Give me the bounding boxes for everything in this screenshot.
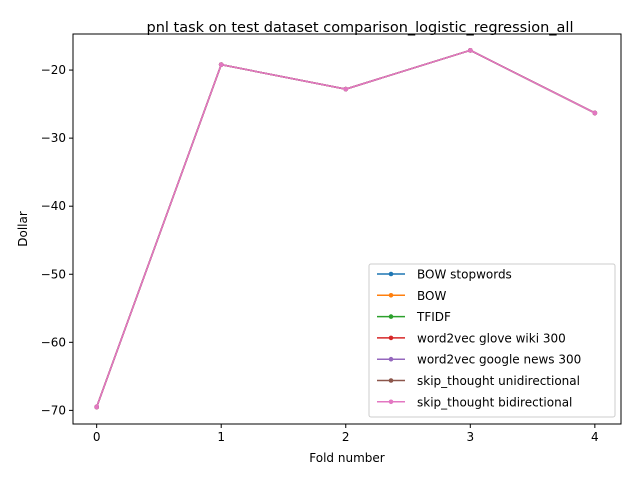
series-7 (94, 48, 598, 410)
legend-item: word2vec google news 300 (377, 353, 581, 367)
data-point (468, 48, 473, 53)
y-tick-label: −60 (41, 335, 66, 349)
data-point (343, 86, 349, 92)
x-tick-label: 3 (466, 430, 474, 444)
y-axis-label: Dollar (16, 211, 30, 247)
legend-marker (388, 293, 394, 298)
legend-marker (388, 314, 394, 319)
y-tick-label: −50 (41, 267, 66, 281)
y-tick-label: −30 (41, 131, 66, 145)
x-tick-label: 2 (342, 430, 350, 444)
legend-marker (388, 399, 394, 405)
legend-item: TFIDF (377, 310, 451, 324)
legend-marker (388, 271, 394, 277)
plot-lines (94, 48, 598, 410)
legend: BOW stopwords BOW TFIDF word2vec glove wiki… (368, 263, 616, 418)
chart-title: pnl task on test dataset comparison_logi… (147, 20, 574, 36)
legend-label: BOW (417, 289, 446, 303)
legend-marker (388, 378, 394, 383)
y-tick-label: −40 (41, 199, 66, 213)
data-point (94, 404, 99, 410)
legend-item: skip_thought unidirectional (377, 374, 580, 388)
legend-marker (388, 356, 394, 362)
legend-item: BOW (377, 289, 446, 303)
legend-label: BOW stopwords (417, 268, 512, 282)
y-axis-ticks: −70 −60 −50 −40 −30 −20 (41, 63, 73, 417)
legend-item: word2vec glove wiki 300 (377, 331, 566, 345)
x-tick-label: 1 (217, 430, 225, 444)
legend-item: skip_thought bidirectional (377, 395, 572, 409)
x-tick-label: 4 (591, 430, 599, 444)
data-point (592, 110, 598, 116)
legend-label: word2vec glove wiki 300 (417, 331, 566, 345)
legend-item: BOW stopwords (377, 268, 512, 282)
legend-label: skip_thought bidirectional (417, 395, 572, 409)
legend-box (368, 263, 616, 418)
legend-label: skip_thought unidirectional (417, 374, 580, 388)
legend-marker (388, 335, 394, 341)
x-tick-label: 0 (93, 430, 101, 444)
legend-label: TFIDF (416, 310, 451, 324)
x-axis-ticks: 0 1 2 3 4 (93, 424, 599, 444)
plot-frame (72, 33, 622, 425)
data-point (218, 62, 224, 67)
x-axis-label: Fold number (309, 451, 384, 465)
y-tick-label: −70 (41, 403, 66, 417)
y-tick-label: −20 (41, 63, 66, 77)
legend-label: word2vec google news 300 (417, 353, 581, 367)
